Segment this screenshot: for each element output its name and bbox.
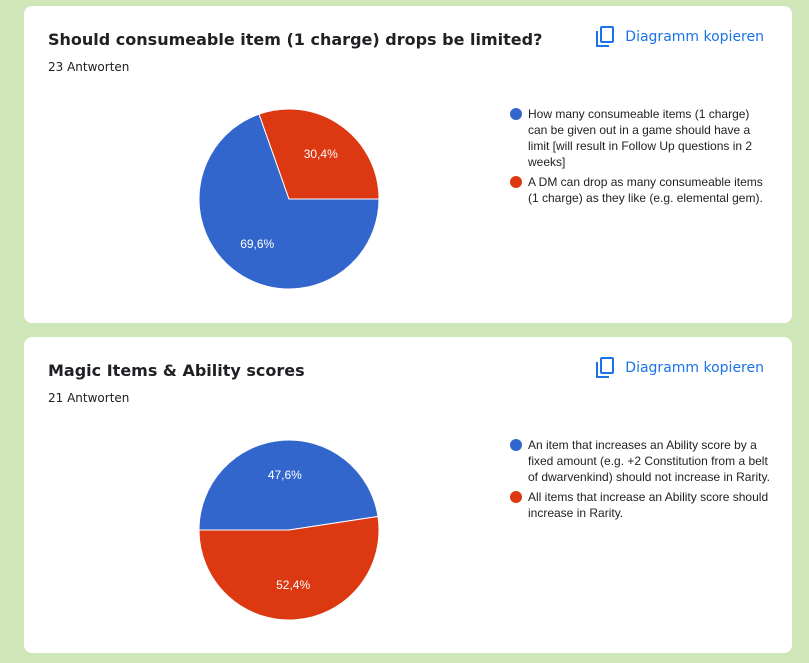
pie-slice[interactable] bbox=[198, 113, 380, 290]
legend-label: How many consumeable items (1 charge) ca… bbox=[528, 107, 753, 169]
legend-swatch bbox=[510, 491, 522, 503]
chart-legend: How many consumeable items (1 charge) ca… bbox=[510, 106, 770, 210]
pie-chart: 47,6% 52,4% bbox=[198, 439, 380, 621]
slice-label: 69,6% bbox=[240, 237, 274, 251]
question-title: Magic Items & Ability scores bbox=[48, 361, 305, 380]
pie-slice[interactable] bbox=[198, 439, 379, 531]
copy-chart-button[interactable]: Diagramm kopieren bbox=[595, 357, 764, 379]
copy-chart-button[interactable]: Diagramm kopieren bbox=[595, 26, 764, 48]
legend-item: A DM can drop as many consumeable items … bbox=[510, 174, 770, 206]
legend-item: How many consumeable items (1 charge) ca… bbox=[510, 106, 770, 170]
legend-swatch bbox=[510, 176, 522, 188]
legend-item: An item that increases an Ability score … bbox=[510, 437, 770, 485]
copy-chart-label: Diagramm kopieren bbox=[625, 29, 764, 45]
legend-swatch bbox=[510, 108, 522, 120]
pie-slice[interactable] bbox=[198, 515, 380, 621]
legend-label: All items that increase an Ability score… bbox=[528, 490, 769, 520]
legend-label: An item that increases an Ability score … bbox=[528, 438, 770, 484]
pie-chart: 69,6% 30,4% bbox=[198, 108, 380, 290]
slice-label: 30,4% bbox=[304, 147, 338, 161]
response-count: 21 Antworten bbox=[48, 391, 130, 405]
chart-legend: An item that increases an Ability score … bbox=[510, 437, 770, 525]
question-card: Should consumeable item (1 charge) drops… bbox=[24, 6, 792, 323]
legend-item: All items that increase an Ability score… bbox=[510, 489, 770, 521]
response-count: 23 Antworten bbox=[48, 60, 130, 74]
question-title: Should consumeable item (1 charge) drops… bbox=[48, 30, 543, 49]
question-card: Magic Items & Ability scores 21 Antworte… bbox=[24, 337, 792, 653]
copy-chart-label: Diagramm kopieren bbox=[625, 360, 764, 376]
slice-label: 47,6% bbox=[268, 468, 302, 482]
legend-swatch bbox=[510, 439, 522, 451]
copy-icon bbox=[596, 357, 615, 378]
copy-icon bbox=[596, 26, 615, 47]
slice-label: 52,4% bbox=[276, 578, 310, 592]
legend-label: A DM can drop as many consumeable items … bbox=[528, 175, 763, 205]
pie-slice[interactable] bbox=[258, 108, 380, 200]
